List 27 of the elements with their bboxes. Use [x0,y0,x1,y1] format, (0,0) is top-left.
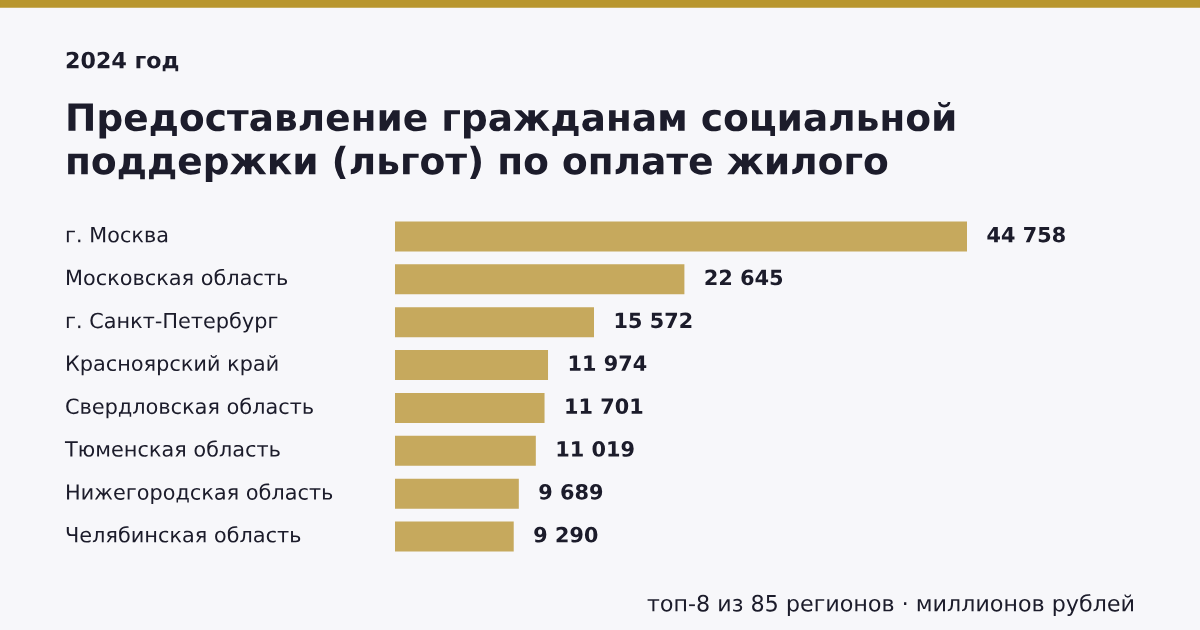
bar [395,221,967,252]
y-tick-label: Тюменская область [64,440,280,457]
bar [395,307,595,338]
data-label: 15 572 [615,312,692,329]
bar [395,478,519,509]
text: 2024 год [66,51,179,72]
bar [395,392,545,423]
data-label: 44 758 [987,226,1065,243]
y-tick-label: Красноярский край [67,355,278,376]
data-label: 22 645 [705,269,783,286]
data-label: 11 974 [569,355,647,372]
y-tick-label: Московская область [67,268,288,286]
bar [395,264,685,295]
data-label: 9 290 [534,526,598,543]
data-label: 11 019 [557,441,634,457]
data-label: 11 701 [566,398,643,414]
data-label: 9 689 [539,483,603,500]
text: топ-8 из 85 регионов · миллионов рублей [647,594,1133,616]
chart-title: Предоставление гражданам социальной поддержки (льгот) по оплате жилого [68,102,955,182]
y-tick-label: Свердловская область [66,397,313,419]
bar [395,350,549,381]
y-tick-label: г. Москва [66,227,168,243]
bar [395,435,536,466]
y-tick-label: Нижегородская область [67,483,333,504]
y-tick-label: Челябинская область [66,526,301,543]
bar [395,521,514,552]
y-tick-label: г. Санкт-Петербург [66,311,278,333]
